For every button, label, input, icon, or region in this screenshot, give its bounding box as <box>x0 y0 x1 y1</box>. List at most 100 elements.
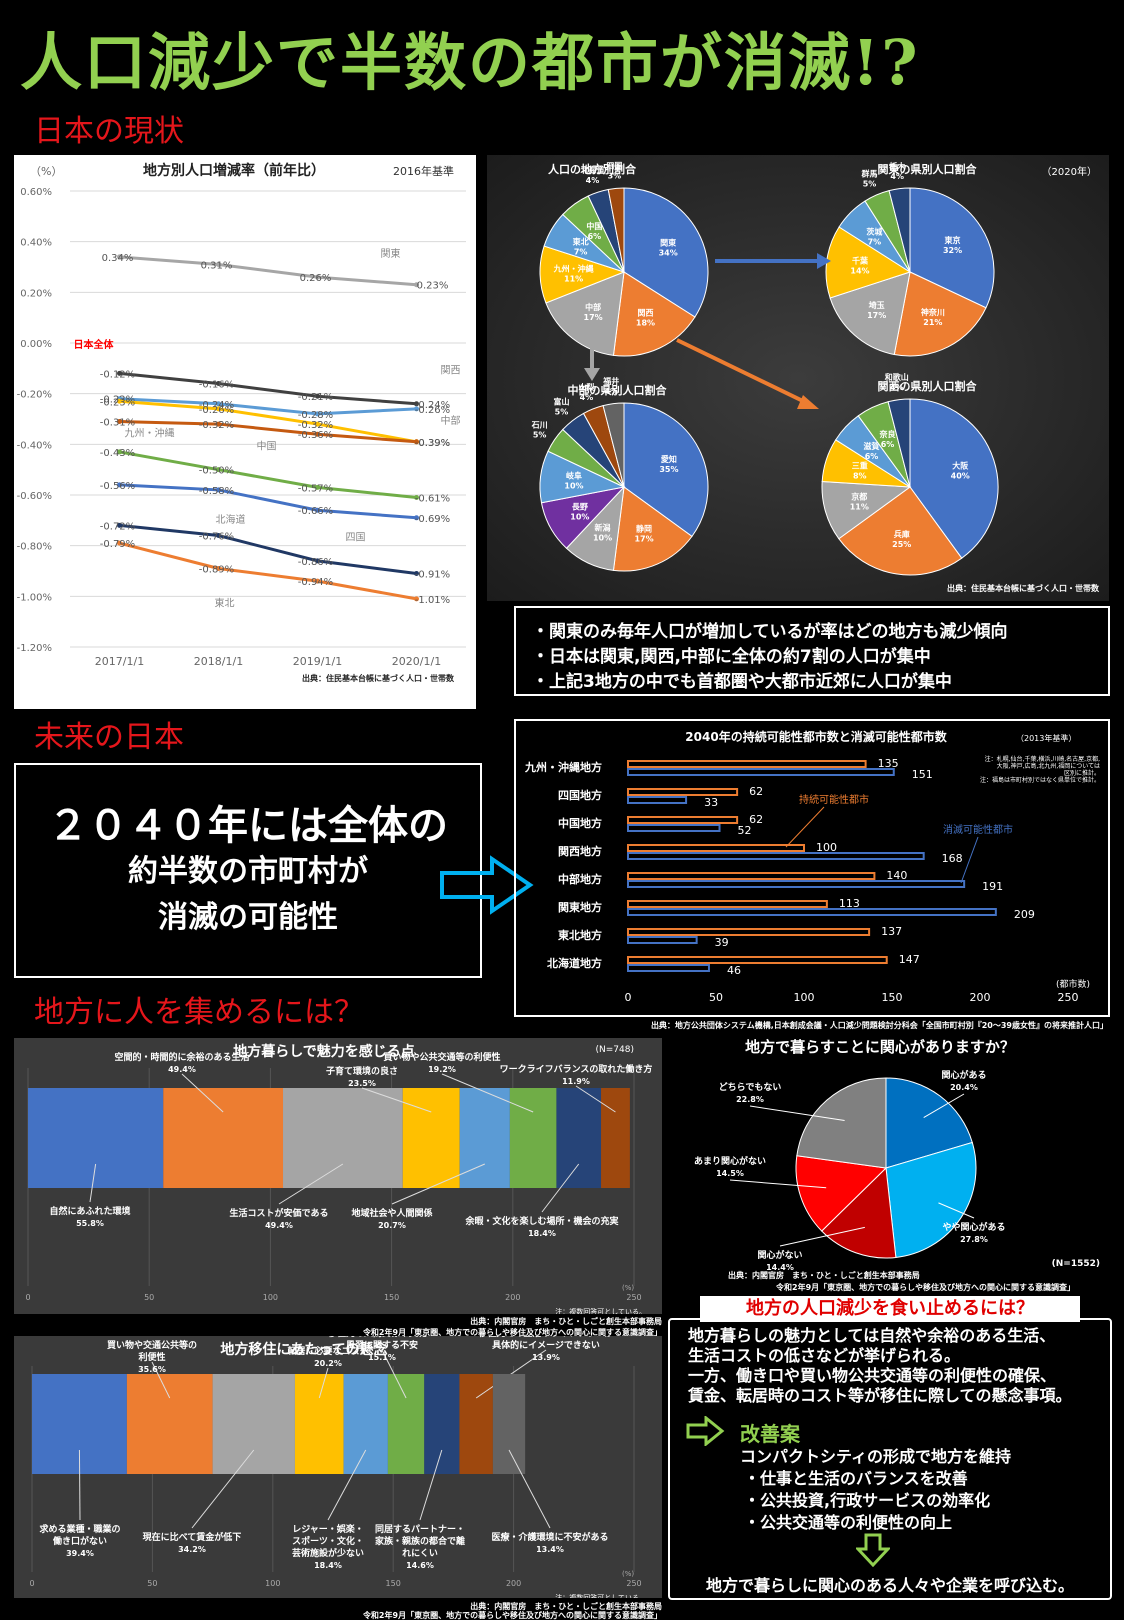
pie-3-slice <box>887 398 911 488</box>
line-title: 地方別人口増減率（前年比） <box>143 162 325 179</box>
bullets-box: ・関東のみ毎年人口が増加しているが率はどの地方も減少傾向 ・日本は関東,関西,中… <box>514 606 1110 696</box>
interest-source-2: 令和2年9月「東京圏、地方での暮らしや移住及び地方への関心に関する意識調査」 <box>775 1282 1075 1292</box>
flow-arrow-head <box>797 395 819 409</box>
pie-2-slice <box>623 402 709 538</box>
stack-segment <box>28 1088 164 1188</box>
stack-value: 14.6% <box>406 1561 434 1570</box>
pie-pct: 5% <box>533 431 547 440</box>
series-point <box>216 381 221 387</box>
bar-note: 注：札幌,仙台,千葉,横浜,川崎,名古屋,京都, <box>985 755 1100 763</box>
data-label: -0.31% <box>100 418 135 429</box>
series-name: 関西 <box>441 364 461 376</box>
concern-chart: 地方移住にあたっての懸念 0 50 100 150 200 250(%) 注：複数回答可として… <box>29 1327 646 1602</box>
bar-x-tick: 150 <box>882 991 903 1004</box>
series-line <box>119 450 417 500</box>
bar <box>627 796 688 804</box>
bar <box>627 908 997 916</box>
series-point <box>117 370 122 376</box>
y-tick: -0.20% <box>17 390 52 401</box>
pie-pct: 34% <box>659 249 678 258</box>
bar-x-tick: 50 <box>709 991 723 1004</box>
bar-chart: 2040年の持続可能性都市数と消滅可能性都市数 （2013年基準） 注：札幌,仙台,… <box>524 729 1100 1004</box>
stack-value: 18.4% <box>528 1229 556 1238</box>
bar-x-tick: 200 <box>970 991 991 1004</box>
stack-segment <box>509 1088 557 1188</box>
data-label: -1.01% <box>415 595 450 606</box>
stack-label: 生活コストが安価である <box>230 1207 329 1219</box>
series-point <box>315 431 320 437</box>
interest-chart: 地方で暮らすことに関心がありますか？ 関心がある 20.4% やや関心がある 27.8%… <box>694 1038 1100 1292</box>
bar-chart-box: 2040年の持続可能性都市数と消滅可能性都市数 （2013年基準） 注：札幌,仙台,… <box>514 719 1110 1017</box>
bar <box>627 880 966 888</box>
bar-legend-sustain: 持続可能性都市 <box>799 793 869 806</box>
line-source: 出典：住民基本台帳に基づく人口・世帯数 <box>302 673 455 683</box>
data-label: -0.26% <box>199 405 234 416</box>
data-label: 0.34% <box>102 253 134 264</box>
concern-source-1: 出典：内閣官房 まち・ひと・しごと創生本部事務局 <box>470 1602 662 1611</box>
series-name: 関東 <box>381 247 401 260</box>
bar-category: 中部地方 <box>558 872 602 886</box>
pie-pct: 17% <box>634 534 653 543</box>
stack-pct: (%) <box>622 1570 634 1578</box>
bar-legend-line <box>785 806 825 848</box>
pie-label: 福井 <box>602 376 619 386</box>
series-point <box>216 467 221 473</box>
interest-pct: 20.4% <box>950 1083 978 1092</box>
stack-label: 働き口がない <box>52 1535 107 1547</box>
pie-pct: 17% <box>867 311 886 320</box>
pie-label: 東京 <box>945 235 961 245</box>
stack-leader <box>151 1361 171 1399</box>
stack-segment <box>459 1374 493 1474</box>
pie-3-slice <box>909 398 999 559</box>
series-name: 九州・沖縄 <box>125 427 175 440</box>
bar-value: 168 <box>942 852 963 865</box>
data-label: -0.39% <box>415 438 450 449</box>
series-line <box>119 420 417 444</box>
pie-label: 北海道 <box>580 165 604 175</box>
stack-note: 注：複数回答可としている。 <box>555 1307 646 1314</box>
bar <box>627 816 739 824</box>
stack-segment <box>283 1088 403 1188</box>
stack-label: 家族・親族の都合で離 <box>375 1535 465 1547</box>
data-label: -0.58% <box>199 486 234 497</box>
data-label: -0.36% <box>298 430 333 441</box>
pie-label: 滋賀 <box>864 441 880 451</box>
stack-leader <box>318 1367 329 1399</box>
bar-category: 四国地方 <box>558 788 602 802</box>
flow-arrow-head <box>584 368 600 381</box>
summary-text: 地方暮らしの魅力としては自然や余裕のある生活、 生活コストの低さなどが挙げられる… <box>688 1326 1108 1406</box>
data-label: -0.16% <box>199 380 234 391</box>
interest-label: やや関心がある <box>942 1221 1005 1233</box>
stack-leader <box>327 1449 367 1521</box>
data-label: -0.23% <box>100 397 135 408</box>
pie-0-slice <box>612 271 696 357</box>
section-current: 日本の現状 <box>34 114 184 149</box>
interest-pct: 14.4% <box>766 1263 794 1272</box>
data-label: -0.56% <box>100 481 135 492</box>
stack-x-tick: 150 <box>384 1293 399 1302</box>
stack-pct: (%) <box>622 1284 634 1292</box>
x-tick: 2019/1/1 <box>293 655 342 668</box>
stack-label: 同居するパートナー・ <box>375 1523 465 1535</box>
interest-leader <box>749 1105 845 1122</box>
y-tick: 0.20% <box>20 288 52 299</box>
data-label: -0.86% <box>298 557 333 568</box>
pie-pct: 32% <box>943 246 962 255</box>
stack-leader <box>441 1073 534 1113</box>
bar-note: 大阪,神戸,広島,北九州,福岡については <box>997 762 1100 770</box>
data-label: -0.61% <box>415 494 450 505</box>
data-label: 0.31% <box>201 260 233 271</box>
series-point <box>117 419 122 425</box>
pie-label: 奈良 <box>879 429 896 439</box>
series-point <box>315 484 320 490</box>
bar-base: （2013年基準） <box>1016 733 1076 743</box>
interest-leader <box>923 1093 965 1118</box>
stack-x-tick: 200 <box>506 1579 521 1588</box>
pie-label: 京都 <box>851 492 867 502</box>
pie-pct: 14% <box>850 267 869 276</box>
data-label: -0.32% <box>298 420 333 431</box>
bar-value: 191 <box>982 880 1003 893</box>
series-point <box>414 401 419 407</box>
pie-pct: 11% <box>564 275 583 284</box>
y-tick: 0.60% <box>20 187 52 198</box>
